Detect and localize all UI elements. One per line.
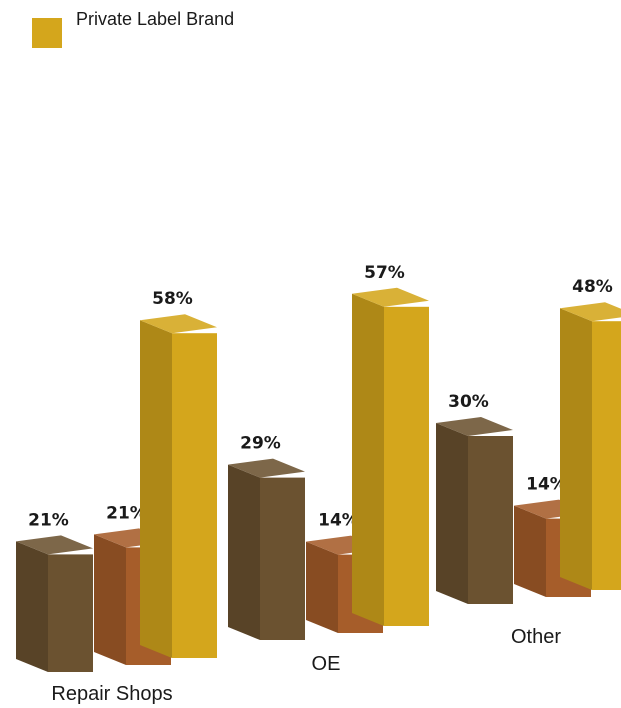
category-label-repair-shops: Repair Shops [51,683,172,705]
value-label-repair-shops-s2: 21% [106,503,147,523]
bar-oe-s3 [384,306,429,626]
bar-repair-shops-s1 [48,554,93,672]
value-label-repair-shops-s3: 58% [152,289,193,309]
bar-other-s3 [592,321,621,590]
value-label-other-s2: 14% [526,475,567,495]
bar-side-other-s3 [560,308,592,590]
legend: Private Label Brand [32,10,236,48]
value-label-oe-s1: 29% [240,434,281,454]
bar-top-repair-shops-s3 [140,314,217,334]
bar-side-oe-s2 [306,541,338,633]
bar-top-oe-s1 [228,458,305,478]
bar-side-repair-shops-s1 [16,541,48,672]
value-label-repair-shops-s1: 21% [28,510,69,530]
legend-label: Private Label Brand [76,9,235,29]
bar-other-s1 [468,436,513,604]
value-label-oe-s3: 57% [364,263,405,283]
value-label-oe-s2: 14% [318,511,359,531]
bar-top-other-s3 [560,302,621,322]
bar-top-oe-s3 [352,287,429,307]
bar-side-repair-shops-s2 [94,534,126,665]
bar-side-oe-s3 [352,293,384,626]
category-label-oe: OE [312,653,341,675]
legend-swatch-private-label-brand [32,18,62,48]
value-label-other-s1: 30% [448,392,489,412]
bar-repair-shops-s3 [172,333,217,658]
bar-oe-s1 [260,477,305,640]
value-label-other-s3: 48% [572,277,613,297]
bar-side-other-s2 [514,505,546,597]
bar-top-repair-shops-s1 [16,535,93,555]
category-label-other: Other [511,626,561,648]
bar-side-other-s1 [436,423,468,604]
bar-side-oe-s1 [228,464,260,640]
bar-top-other-s1 [436,417,513,436]
bar-side-repair-shops-s3 [140,320,172,658]
